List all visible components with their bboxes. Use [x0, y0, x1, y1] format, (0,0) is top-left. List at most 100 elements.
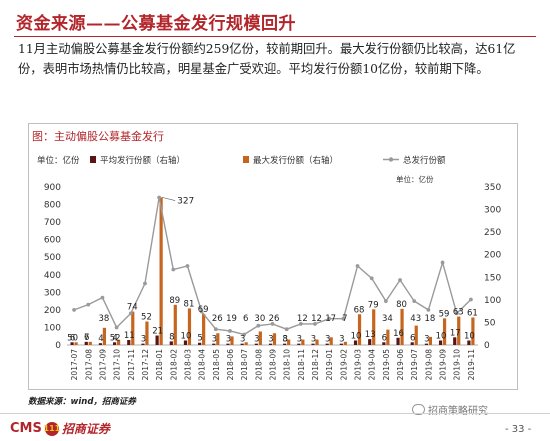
total-issuance-point: [398, 278, 402, 282]
max-issuance-bar: [272, 333, 277, 345]
total-issuance-point: [128, 311, 133, 316]
legend-swatch-1: [243, 156, 249, 163]
data-label: 10: [436, 331, 447, 341]
data-label: 81: [184, 299, 195, 309]
total-issuance-point: [383, 299, 388, 304]
data-label: 80: [396, 300, 407, 310]
data-label: 61: [467, 308, 478, 318]
data-label: 5: [197, 334, 202, 344]
left-tick-label: 300: [44, 288, 61, 298]
data-label: 16: [393, 329, 404, 339]
left-tick-label: 700: [44, 218, 61, 228]
max-issuance-bar: [131, 311, 135, 345]
max-issuance-bar: [357, 314, 362, 345]
total-issuance-point: [355, 264, 360, 268]
legend-marker-2: [388, 157, 394, 162]
data-label: 74: [127, 303, 138, 313]
right-tick-label: 100: [484, 296, 501, 306]
avg-issuance-bar: [325, 343, 329, 345]
max-issuance-bar: [428, 336, 432, 345]
avg-issuance-bar: [226, 343, 230, 345]
avg-issuance-bar: [339, 343, 343, 345]
summary-text: 11月主动偏股公募基金发行份额约259亿份，较前期回升。最大发行份额仍比较高，达…: [18, 42, 516, 76]
data-label: 68: [354, 305, 365, 315]
x-tick-label: 2019-07: [410, 349, 419, 381]
avg-issuance-bar: [84, 341, 88, 345]
total-issuance-point: [426, 307, 431, 312]
right-tick-label: 200: [484, 251, 501, 261]
data-label: 10: [351, 331, 362, 341]
left-tick-label: 600: [44, 236, 61, 246]
title-divider: [14, 36, 536, 37]
data-label: 3: [226, 335, 231, 345]
max-issuance-bar: [386, 329, 390, 345]
data-label: 3: [282, 335, 287, 345]
legend-swatch-0: [90, 156, 96, 163]
legend-label-1: 最大发行份额（右轴）: [253, 155, 338, 166]
total-issuance-point: [242, 332, 247, 337]
data-label: 12: [297, 314, 308, 324]
data-label: 7: [84, 333, 89, 343]
x-tick-label: 2019-03: [354, 349, 363, 381]
data-label: 26: [269, 314, 280, 324]
data-label: 30: [254, 314, 265, 324]
x-tick-label: 2018-07: [240, 349, 249, 381]
right-tick-label: 150: [484, 273, 501, 283]
logo-badge-icon: 111: [44, 421, 60, 436]
avg-issuance-bar: [127, 340, 131, 345]
data-label: 50: [67, 333, 78, 343]
max-issuance-bar: [457, 316, 461, 345]
wechat-account-name: 招商策略研究: [428, 406, 488, 417]
right-axis-unit: 单位：亿份: [396, 174, 434, 184]
avg-issuance-bar: [453, 337, 457, 345]
total-issuance-point: [341, 316, 346, 321]
x-tick-label: 2018-12: [311, 349, 320, 381]
total-issuance-point: [412, 299, 417, 304]
total-issuance-point: [228, 329, 232, 333]
total-issuance-point: [327, 316, 332, 321]
data-label: 13: [365, 330, 376, 340]
max-issuance-bar: [329, 337, 333, 345]
x-tick-label: 2019-11: [467, 349, 476, 381]
data-label: 17: [325, 314, 336, 324]
left-tick-label: 400: [44, 271, 61, 281]
x-tick-label: 2017-07: [70, 349, 79, 381]
total-issuance-point: [313, 322, 317, 326]
legend-label-2: 总发行份额: [403, 155, 446, 166]
x-tick-label: 2019-10: [453, 349, 462, 381]
left-tick-label: 500: [44, 253, 61, 263]
total-issuance-point: [469, 297, 473, 302]
right-tick-label: 0: [484, 341, 490, 351]
company-logo: CMS 111 招商证券: [10, 420, 110, 437]
data-label: 26: [212, 314, 223, 324]
total-issuance-point: [86, 302, 91, 307]
avg-issuance-bar: [98, 343, 103, 345]
left-axis-unit: 单位：亿份: [37, 155, 80, 166]
data-label: 89: [169, 296, 180, 306]
max-issuance-bar: [202, 313, 206, 345]
x-tick-label: 2019-09: [439, 349, 448, 381]
right-tick-label: 250: [484, 228, 501, 238]
left-tick-label: 800: [44, 201, 61, 211]
avg-issuance-bar: [368, 339, 372, 345]
data-label: 63: [453, 308, 464, 318]
x-tick-label: 2018-11: [297, 349, 306, 381]
x-tick-label: 2017-11: [127, 349, 136, 381]
avg-issuance-bar: [70, 342, 74, 345]
data-label: 8: [169, 332, 174, 342]
avg-issuance-bar: [141, 343, 145, 345]
data-label: 4: [98, 334, 103, 344]
max-issuance-bar: [343, 341, 347, 345]
total-issuance-point: [143, 281, 147, 286]
avg-issuance-bar: [438, 340, 443, 345]
total-issuance-point: [100, 295, 105, 300]
max-issuance-bar: [230, 336, 234, 345]
left-tick-label: 100: [44, 323, 61, 333]
page-number: - 33 -: [505, 424, 532, 435]
data-label: 11: [124, 331, 135, 341]
avg-issuance-bar: [254, 343, 258, 345]
max-issuance-bar: [372, 309, 376, 345]
x-tick-label: 2018-10: [283, 349, 292, 381]
x-tick-label: 2017-12: [141, 349, 150, 381]
